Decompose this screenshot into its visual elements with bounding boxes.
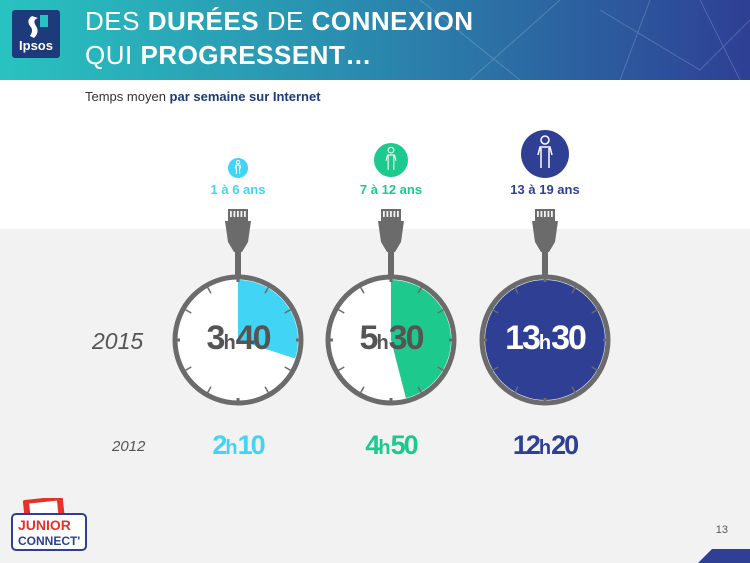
plug-pin (540, 211, 543, 217)
clock-tick (264, 386, 270, 394)
clock-tick (264, 286, 270, 294)
title-text: DE (259, 6, 312, 36)
plug-pin (386, 211, 389, 217)
person-icon-figure (537, 135, 553, 168)
title-text: DES (85, 6, 148, 36)
clock-tick (206, 386, 212, 394)
plug-cable (542, 252, 548, 280)
plug-pin (244, 211, 246, 217)
year-current: 2015 (92, 328, 144, 354)
clock-tick (591, 308, 599, 314)
year-previous: 2012 (112, 438, 146, 455)
plug-pin (544, 211, 546, 217)
value-2015: 3h40 (206, 319, 272, 357)
person-icon (521, 130, 569, 178)
title-bold: CONNEXION (311, 6, 474, 36)
clock-tick (337, 308, 345, 314)
clock-tick (417, 386, 423, 394)
subtitle-text: Temps moyen (85, 89, 170, 104)
junior-connect-logo: JUNIOR CONNECT' (11, 498, 87, 551)
subtitle: Temps moyen par semaine sur Internet (85, 89, 321, 104)
clock-tick (437, 366, 445, 372)
clock-tick (184, 308, 192, 314)
brand-line-2: CONNECT' (18, 534, 80, 548)
title-line-1: DES DURÉES DE CONNEXION (85, 6, 474, 37)
person-icon (374, 143, 408, 177)
plug-pin (547, 211, 550, 217)
plug-body (532, 221, 558, 252)
person-icon (228, 158, 248, 178)
plug-pin (240, 211, 243, 217)
value-2015: 5h30 (359, 319, 425, 357)
clock-tick (337, 366, 345, 372)
age-label: 7 à 12 ans (359, 182, 423, 197)
value-2012: 4h50 (365, 430, 418, 460)
plug-pin (383, 211, 385, 217)
clock-tick (437, 308, 445, 314)
plug-cable (388, 252, 394, 280)
title-bold: DURÉES (147, 6, 260, 36)
clock-tick (571, 386, 577, 394)
clock-tick (184, 366, 192, 372)
title-line-2: QUI PROGRESSENT… (85, 40, 372, 71)
clock-tick (359, 386, 365, 394)
title-text: QUI (85, 40, 141, 70)
brand-line-1: JUNIOR (18, 517, 71, 533)
clock-tick (417, 286, 423, 294)
plug-pin (237, 211, 239, 217)
age-label: 1 à 6 ans (210, 182, 266, 197)
clock-tick (206, 286, 212, 294)
plug-pin (537, 211, 539, 217)
page-number: 13 (715, 524, 728, 536)
plug-pin (397, 211, 399, 217)
clock-tick (359, 286, 365, 294)
plug-pin (393, 211, 396, 217)
age-label: 13 à 19 ans (510, 182, 580, 197)
ipsos-logo-mark (28, 15, 48, 38)
plug-pin (230, 211, 232, 217)
plug-body (378, 221, 404, 252)
value-2012: 2h10 (212, 430, 265, 460)
clock-tick (591, 366, 599, 372)
person-icon-figure (234, 160, 242, 174)
value-2015: 13h30 (505, 319, 587, 357)
clock-tick (491, 366, 499, 372)
plug-pin (233, 211, 236, 217)
person-icon-figure (385, 146, 397, 170)
plug-cable (235, 252, 241, 280)
value-2012: 12h20 (512, 430, 579, 460)
plug-body (225, 221, 251, 252)
plug-pin (390, 211, 392, 217)
clock-tick (284, 308, 292, 314)
clock-tick (284, 366, 292, 372)
header-background (0, 0, 750, 80)
clock-tick (491, 308, 499, 314)
clock-tick (513, 386, 519, 394)
subtitle-bold: par semaine sur Internet (169, 89, 321, 104)
clock-fill (391, 280, 451, 399)
header-banner: Ipsos DES DURÉES DE CONNEXION QUI PROGRE… (0, 0, 750, 80)
ipsos-logo-text: Ipsos (19, 38, 53, 53)
plug-pin (551, 211, 553, 217)
clock-tick (513, 286, 519, 294)
clock-tick (571, 286, 577, 294)
ipsos-logo: Ipsos (12, 10, 60, 58)
title-bold: PROGRESSENT… (140, 40, 372, 70)
clock-fill (485, 280, 605, 400)
clock-fill (238, 280, 298, 359)
corner-decoration (698, 549, 750, 563)
